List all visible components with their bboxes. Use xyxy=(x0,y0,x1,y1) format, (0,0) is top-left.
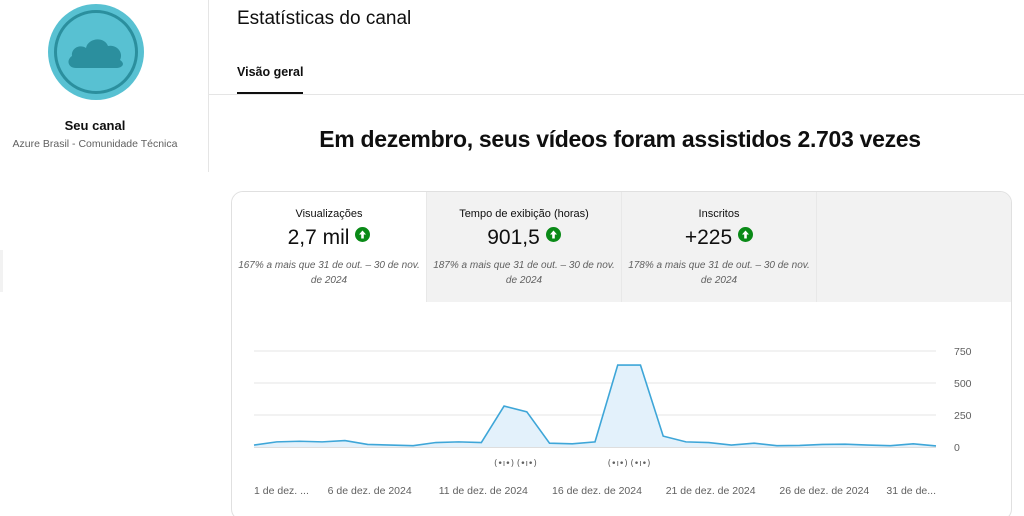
data-point xyxy=(320,440,324,444)
data-point xyxy=(275,440,279,444)
data-point xyxy=(570,442,574,446)
data-point xyxy=(456,440,460,444)
tab-overview[interactable]: Visão geral xyxy=(237,65,304,94)
data-point xyxy=(593,440,597,444)
data-point xyxy=(616,363,620,367)
data-point xyxy=(752,441,756,445)
data-point xyxy=(775,444,779,448)
live-stream-icon: (•ı•) xyxy=(494,459,514,469)
tab-bar: Visão geral xyxy=(209,48,1024,95)
data-point xyxy=(411,444,415,448)
page-title: Estatísticas do canal xyxy=(237,8,412,29)
metric-value-text: 901,5 xyxy=(487,226,540,249)
metric-value: 901,5 xyxy=(427,226,621,250)
metric-value-text: 2,7 mil xyxy=(287,226,350,249)
arrow-up-icon xyxy=(738,227,754,242)
x-tick-label: 26 de dez. de 2024 xyxy=(779,485,869,497)
metric-label: Tempo de exibição (horas) xyxy=(459,208,589,220)
x-tick-label: 6 de dez. de 2024 xyxy=(328,485,412,497)
data-point xyxy=(479,440,483,444)
metric-comparison: 178% a mais que 31 de out. – 30 de nov. … xyxy=(628,260,810,286)
data-point xyxy=(252,443,256,447)
metric-label: Inscritos xyxy=(698,208,740,220)
channel-title: Seu canal xyxy=(64,118,126,133)
arrow-up-icon xyxy=(355,227,371,242)
data-point xyxy=(502,404,506,408)
channel-avatar[interactable] xyxy=(48,4,144,100)
metric-subscribers[interactable]: Inscritos +225 178% a mais que 31 de out… xyxy=(622,192,817,302)
data-point xyxy=(661,434,665,438)
live-stream-icon: (•ı•) xyxy=(608,459,628,469)
metric-views[interactable]: Visualizações 2,7 mil 167% a mais que 31… xyxy=(232,192,427,302)
data-point xyxy=(684,440,688,444)
metric-value: 2,7 mil xyxy=(232,226,426,250)
avatar-ring xyxy=(54,10,138,94)
data-point xyxy=(297,439,301,443)
metric-watch-time[interactable]: Tempo de exibição (horas) 901,5 187% a m… xyxy=(427,192,622,302)
metric-value-text: +225 xyxy=(684,226,733,249)
channel-name: Azure Brasil - Comunidade Técnica xyxy=(12,138,178,150)
data-point xyxy=(525,410,529,414)
metric-empty-slot xyxy=(817,192,1011,302)
data-point xyxy=(888,444,892,448)
metric-tabs: Visualizações 2,7 mil 167% a mais que 31… xyxy=(232,192,1011,302)
data-point xyxy=(547,441,551,445)
data-point xyxy=(729,443,733,447)
data-point xyxy=(820,442,824,446)
data-point xyxy=(866,443,870,447)
series-line xyxy=(253,364,937,447)
area-fill xyxy=(254,365,936,447)
live-stream-icon: (•ı•) xyxy=(517,459,537,469)
data-point xyxy=(343,438,347,442)
data-point xyxy=(434,440,438,444)
x-tick-label: 11 de dez. de 2024 xyxy=(439,485,528,497)
data-point xyxy=(911,442,915,446)
data-point xyxy=(843,442,847,446)
summary-headline: Em dezembro, seus vídeos foram assistido… xyxy=(319,126,921,152)
left-edge-divider xyxy=(0,250,3,292)
channel-sidebar: Seu canal Azure Brasil - Comunidade Técn… xyxy=(0,0,209,172)
metric-value: +225 xyxy=(622,226,816,250)
x-tick-label: 16 de dez. de 2024 xyxy=(552,485,642,497)
y-tick-label: 250 xyxy=(954,410,972,422)
metric-comparison: 167% a mais que 31 de out. – 30 de nov. … xyxy=(238,260,420,286)
analytics-card: Visualizações 2,7 mil 167% a mais que 31… xyxy=(231,191,1012,516)
x-tick-label: 1 de dez. ... xyxy=(254,485,309,497)
y-tick-label: 750 xyxy=(954,346,972,358)
y-tick-label: 500 xyxy=(954,378,972,390)
data-point xyxy=(934,444,938,448)
metric-comparison: 187% a mais que 31 de out. – 30 de nov. … xyxy=(433,260,615,286)
cloud-icon xyxy=(68,39,123,68)
data-point xyxy=(365,442,369,446)
data-point xyxy=(706,440,710,444)
arrow-up-icon xyxy=(545,227,561,242)
data-point xyxy=(388,443,392,447)
metric-label: Visualizações xyxy=(295,208,363,220)
x-tick-label: 31 de de... xyxy=(886,485,936,497)
data-point xyxy=(797,443,801,447)
live-stream-icon: (•ı•) xyxy=(630,459,650,469)
y-tick-label: 0 xyxy=(954,442,960,454)
data-point xyxy=(638,363,642,367)
x-tick-label: 21 de dez. de 2024 xyxy=(666,485,756,497)
